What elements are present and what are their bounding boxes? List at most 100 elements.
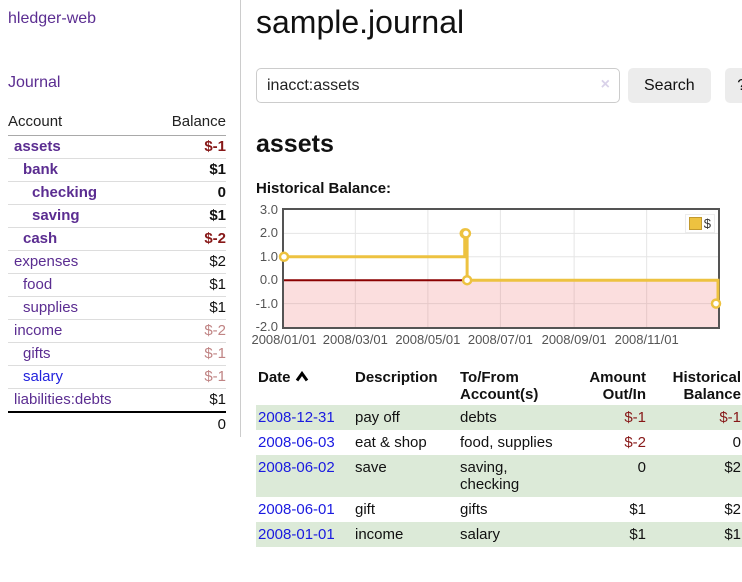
accounts-header-account: Account — [8, 111, 152, 136]
page-title: sample.journal — [256, 4, 465, 40]
chart-legend: $ — [684, 214, 715, 233]
transaction-balance: $2 — [724, 501, 741, 518]
transaction-balance: $1 — [724, 526, 741, 543]
account-row: expenses $2 — [8, 250, 226, 274]
balance-chart: $ 3.0 2.0 1.0 0.0 -1.0 -2.0 2008/01/01 2008/03… — [251, 202, 722, 349]
legend-label: $ — [703, 216, 711, 231]
clear-search-icon[interactable]: × — [600, 76, 610, 93]
accounts-header-balance: Balance — [151, 111, 226, 136]
account-balance: $1 — [151, 204, 226, 228]
account-balance: $-2 — [151, 227, 226, 251]
sidebar: hledger-web Journal Account Balance asse… — [0, 0, 241, 437]
transaction-amount: $-1 — [624, 409, 646, 426]
register-table: Date Description To/From Account(s) Amou… — [256, 367, 742, 547]
register-row: 2008-06-03 eat & shop food, supplies $-2 0 — [256, 430, 742, 455]
account-balance: $-1 — [151, 365, 226, 389]
sort-ascending-icon — [295, 369, 309, 386]
transaction-balance: $2 — [724, 459, 741, 476]
register-row: 2008-06-02 save saving, checking 0 $2 — [256, 455, 742, 497]
sidebar-account-link[interactable]: liabilities:debts — [14, 391, 112, 408]
search-bar: × Search ? — [256, 68, 742, 103]
search-button[interactable]: Search — [628, 68, 711, 103]
register-row: 2008-01-01 income salary $1 $1 — [256, 522, 742, 547]
x-axis-tick-label: 2008/03/01 — [322, 332, 388, 347]
transaction-description: save — [355, 459, 387, 476]
sidebar-account-link[interactable]: checking — [32, 184, 98, 201]
account-balance: $1 — [151, 388, 226, 413]
y-axis-tick-label: 0.0 — [259, 272, 278, 288]
account-balance: $-1 — [151, 342, 226, 366]
account-balance: $1 — [151, 158, 226, 182]
sidebar-account-link[interactable]: saving — [32, 207, 80, 224]
register-header-date[interactable]: Date — [256, 367, 353, 405]
search-input[interactable] — [256, 68, 620, 103]
help-button[interactable]: ? — [724, 68, 742, 103]
sidebar-account-link[interactable]: expenses — [14, 253, 79, 270]
account-row: salary $-1 — [8, 365, 226, 389]
sidebar-account-link[interactable]: supplies — [23, 299, 79, 316]
y-axis-tick-label: 3.0 — [259, 202, 278, 217]
account-row: assets $-1 — [8, 135, 226, 159]
sidebar-account-link[interactable]: bank — [23, 161, 59, 178]
transaction-description: pay off — [355, 409, 400, 426]
register-header-balance: Historical Balance — [672, 369, 741, 403]
account-row: liabilities:debts $1 — [8, 388, 226, 413]
account-balance: $2 — [151, 250, 226, 274]
account-row: cash $-2 — [8, 227, 226, 251]
transaction-description: income — [355, 526, 404, 543]
register-header-accounts: To/From Account(s) — [460, 369, 539, 403]
accounts-total-balance: 0 — [151, 411, 226, 436]
transaction-amount: $1 — [629, 501, 646, 518]
transaction-amount: $-2 — [624, 434, 646, 451]
account-balance: 0 — [151, 181, 226, 205]
sidebar-account-link[interactable]: cash — [23, 230, 58, 247]
account-row: food $1 — [8, 273, 226, 297]
accounts-table: Account Balance assets $-1 bank $1 checking 0… — [8, 111, 226, 436]
transaction-date-link[interactable]: 2008-01-01 — [258, 526, 335, 543]
account-balance: $-1 — [151, 135, 226, 159]
account-row: income $-2 — [8, 319, 226, 343]
transaction-date-link[interactable]: 2008-06-03 — [258, 434, 335, 451]
register-row: 2008-06-01 gift gifts $1 $2 — [256, 497, 742, 522]
x-axis-tick-label: 2008/09/01 — [541, 332, 607, 347]
chart-plot[interactable]: $ — [278, 208, 722, 329]
accounts-total-row: 0 — [8, 411, 226, 436]
x-axis-tick-label: 2008/01/01 — [251, 332, 317, 347]
y-axis-tick-label: -2.0 — [255, 319, 278, 334]
sidebar-item-journal[interactable]: Journal — [8, 74, 61, 91]
transaction-accounts: food, supplies — [460, 434, 553, 451]
main-content: sample.journal × Search ? assets Histori… — [241, 0, 742, 547]
account-row: supplies $1 — [8, 296, 226, 320]
transaction-date-link[interactable]: 2008-06-02 — [258, 459, 335, 476]
account-row: saving $1 — [8, 204, 226, 228]
account-row: bank $1 — [8, 158, 226, 182]
account-balance: $-2 — [151, 319, 226, 343]
y-axis-tick-label: 1.0 — [259, 248, 278, 264]
register-row: 2008-12-31 pay off debts $-1 $-1 — [256, 405, 742, 430]
search-box: × — [256, 68, 620, 103]
sidebar-account-link[interactable]: gifts — [23, 345, 51, 362]
transaction-date-link[interactable]: 2008-06-01 — [258, 501, 335, 518]
transaction-accounts: debts — [460, 409, 497, 426]
legend-swatch-icon — [688, 217, 702, 230]
transaction-description: eat & shop — [355, 434, 427, 451]
account-heading: assets — [256, 130, 334, 158]
sidebar-account-link[interactable]: food — [23, 276, 53, 293]
transaction-balance: 0 — [732, 434, 741, 451]
sidebar-account-link[interactable]: salary — [23, 368, 64, 385]
x-axis-tick-label: 2008/11/01 — [614, 332, 679, 347]
transaction-accounts: saving, checking — [460, 459, 520, 493]
y-axis-tick-label: 2.0 — [259, 225, 278, 241]
transaction-date-link[interactable]: 2008-12-31 — [258, 409, 335, 426]
x-axis-tick-label: 2008/07/01 — [467, 332, 533, 347]
sidebar-account-link[interactable]: assets — [14, 138, 61, 155]
page: hledger-web Journal Account Balance asse… — [0, 0, 742, 547]
sidebar-account-link[interactable]: income — [14, 322, 63, 339]
register-header-amount: Amount Out/In — [589, 369, 646, 403]
transaction-balance: $-1 — [719, 409, 741, 426]
account-row: checking 0 — [8, 181, 226, 205]
transaction-accounts: gifts — [460, 501, 488, 518]
app-title-link[interactable]: hledger-web — [8, 10, 97, 27]
y-axis-tick-label: -1.0 — [255, 295, 278, 311]
transaction-description: gift — [355, 501, 376, 518]
